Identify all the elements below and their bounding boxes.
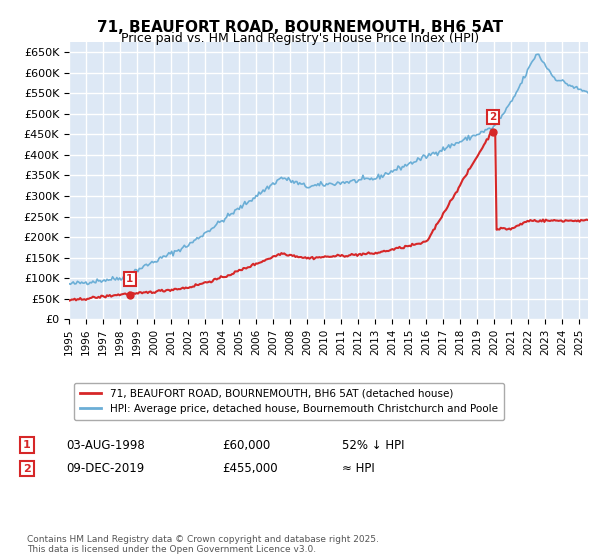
Text: 1: 1 <box>23 440 31 450</box>
Text: 1: 1 <box>126 274 134 284</box>
Text: 2: 2 <box>490 112 497 122</box>
Text: 52% ↓ HPI: 52% ↓ HPI <box>342 438 404 452</box>
Text: £60,000: £60,000 <box>222 438 270 452</box>
Text: Contains HM Land Registry data © Crown copyright and database right 2025.
This d: Contains HM Land Registry data © Crown c… <box>27 535 379 554</box>
Legend: 71, BEAUFORT ROAD, BOURNEMOUTH, BH6 5AT (detached house), HPI: Average price, de: 71, BEAUFORT ROAD, BOURNEMOUTH, BH6 5AT … <box>74 382 504 421</box>
Text: 09-DEC-2019: 09-DEC-2019 <box>66 462 144 475</box>
Text: £455,000: £455,000 <box>222 462 278 475</box>
Text: 03-AUG-1998: 03-AUG-1998 <box>66 438 145 452</box>
Text: 2: 2 <box>23 464 31 474</box>
Text: Price paid vs. HM Land Registry's House Price Index (HPI): Price paid vs. HM Land Registry's House … <box>121 32 479 45</box>
Text: ≈ HPI: ≈ HPI <box>342 462 375 475</box>
Text: 71, BEAUFORT ROAD, BOURNEMOUTH, BH6 5AT: 71, BEAUFORT ROAD, BOURNEMOUTH, BH6 5AT <box>97 20 503 35</box>
